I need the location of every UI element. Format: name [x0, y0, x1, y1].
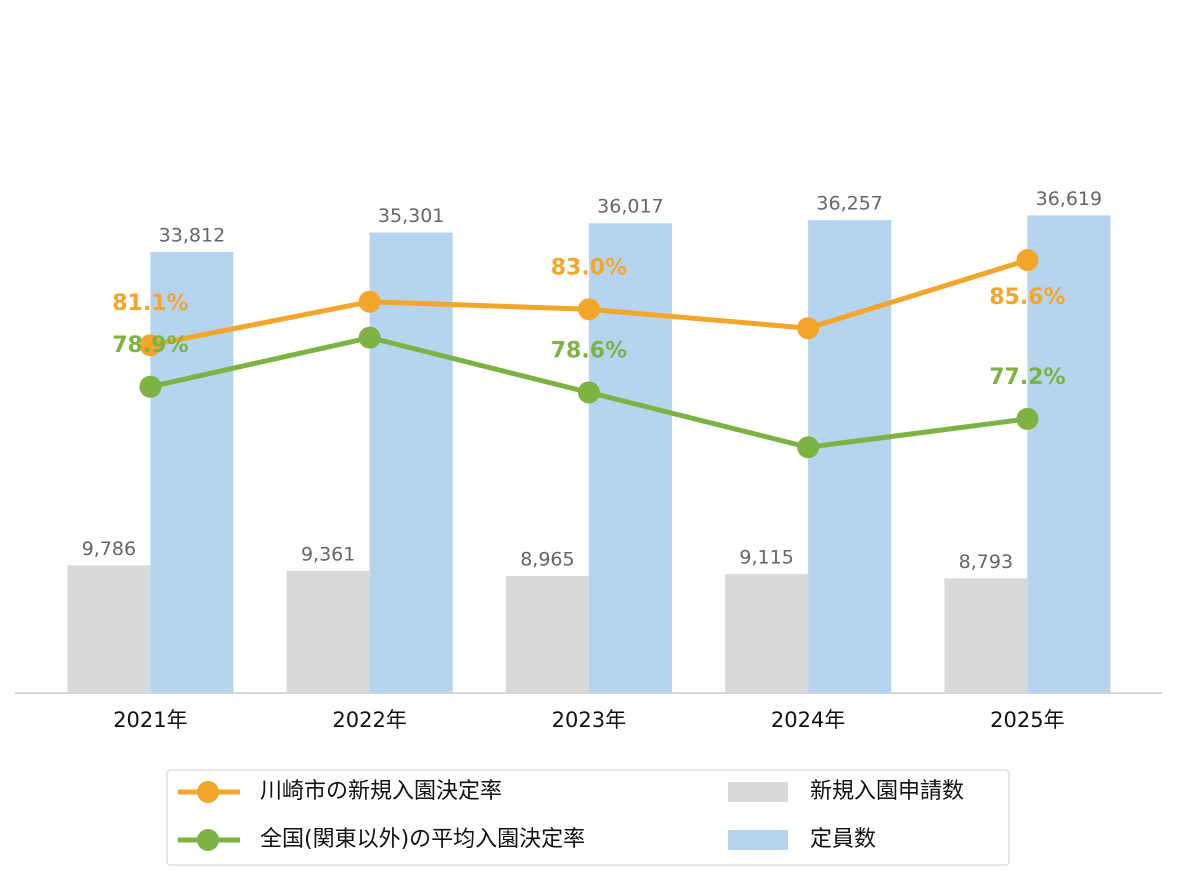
bar	[588, 223, 672, 693]
legend-swatch	[728, 782, 788, 802]
bar	[67, 565, 151, 693]
bar-value-label: 8,965	[520, 549, 574, 571]
line-marker	[358, 290, 381, 313]
line-value-label: 78.6%	[551, 338, 627, 363]
bar-value-label: 36,017	[597, 196, 663, 218]
line-marker	[797, 436, 820, 459]
legend-box	[166, 769, 1010, 866]
bar	[944, 578, 1028, 693]
bar-value-label: 33,812	[159, 225, 225, 247]
line-marker	[139, 334, 162, 357]
x-tick-label: 2021年	[113, 708, 187, 732]
legend-label: 新規入園申請数	[810, 779, 964, 804]
bar	[369, 232, 453, 693]
line-value-label: 85.6%	[989, 285, 1065, 310]
line-marker	[358, 326, 381, 349]
bar	[150, 252, 234, 693]
line-value-label: 81.1%	[112, 291, 188, 316]
legend-marker	[197, 829, 219, 851]
line-marker	[577, 381, 600, 404]
bar	[286, 570, 370, 693]
line-marker	[577, 298, 600, 321]
line-marker	[797, 317, 820, 340]
bar-value-label: 36,619	[1036, 188, 1102, 210]
line-marker	[1016, 249, 1039, 272]
x-tick-label: 2022年	[332, 708, 406, 732]
bar-value-label: 36,257	[816, 193, 882, 215]
legend-label: 全国(関東以外)の平均入園決定率	[260, 827, 585, 852]
bar-value-label: 9,361	[301, 543, 355, 565]
bar-value-label: 9,115	[739, 547, 793, 569]
x-tick-label: 2023年	[552, 708, 626, 732]
bar-value-label: 35,301	[378, 205, 444, 227]
legend-marker	[197, 781, 219, 803]
line-value-label: 78.9%	[112, 333, 188, 358]
line-value-label: 77.2%	[989, 365, 1065, 390]
x-tick-label: 2025年	[990, 708, 1064, 732]
x-tick-label: 2024年	[771, 708, 845, 732]
bar-value-label: 9,786	[82, 538, 136, 560]
bar-value-label: 8,793	[959, 551, 1013, 573]
bar	[1027, 215, 1111, 693]
legend-label: 定員数	[810, 827, 876, 852]
bar	[505, 576, 589, 693]
bar	[725, 574, 809, 693]
line-marker	[1016, 407, 1039, 430]
line-marker	[139, 375, 162, 398]
line-value-label: 83.0%	[551, 255, 627, 280]
bar	[808, 220, 892, 693]
legend-label: 川崎市の新規入園決定率	[260, 779, 502, 804]
legend-swatch	[728, 830, 788, 850]
